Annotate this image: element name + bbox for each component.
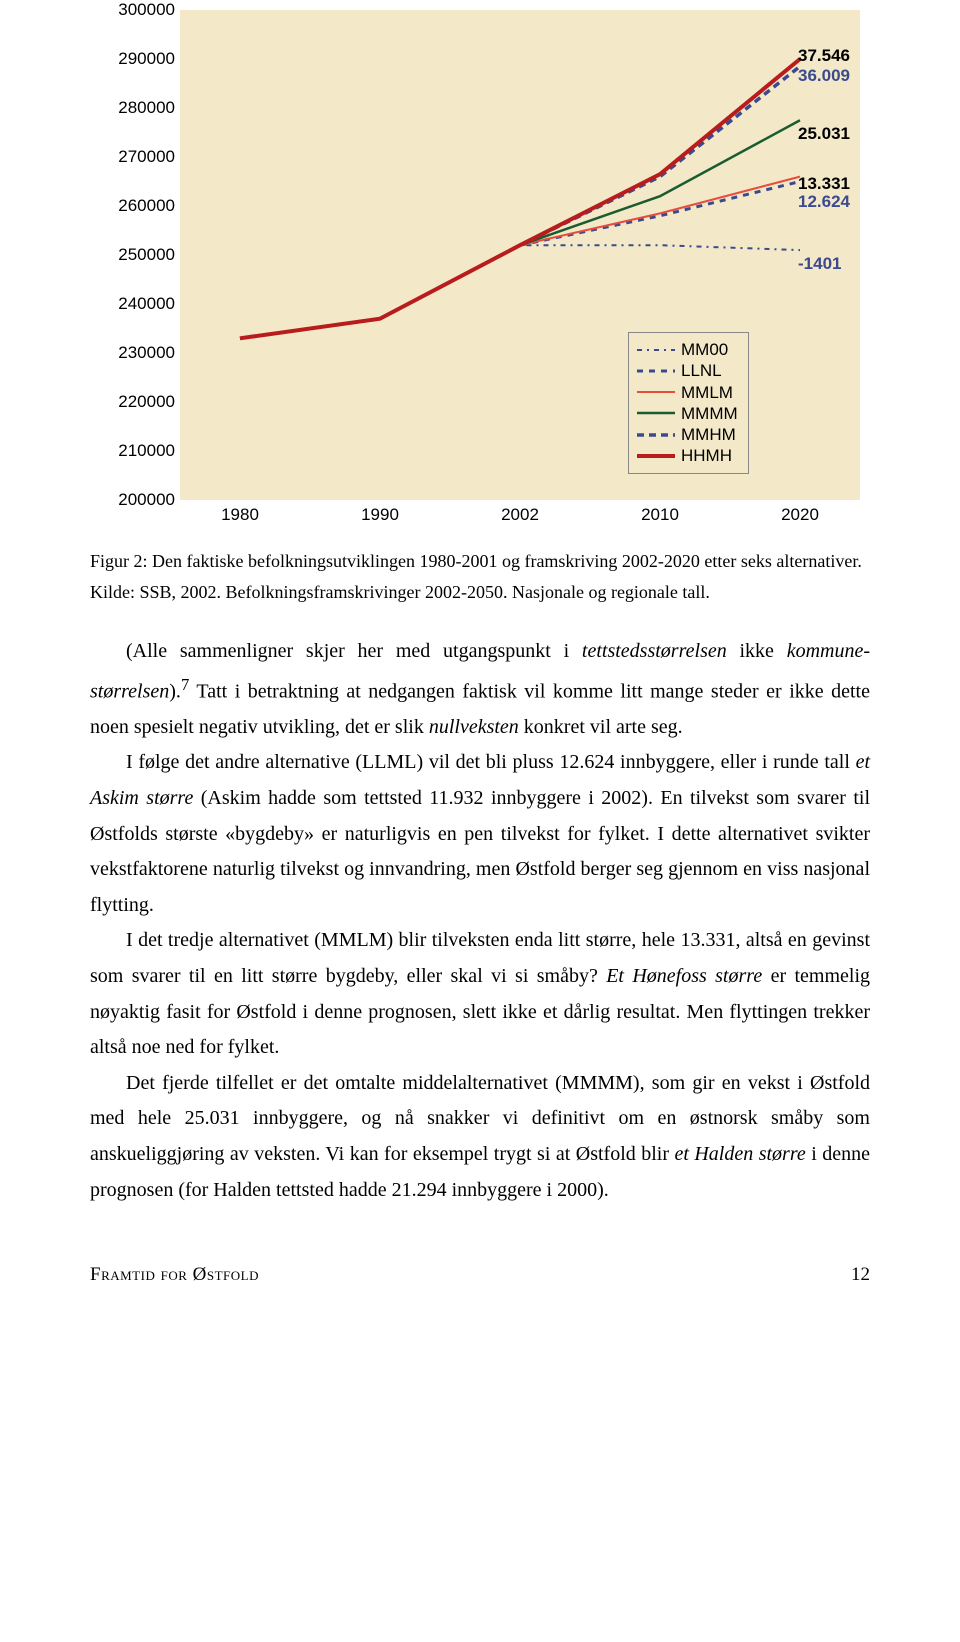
chart-svg bbox=[180, 10, 860, 500]
figure-source: Kilde: SSB, 2002. Befolkningsframskrivin… bbox=[90, 579, 870, 606]
x-axis-tick: 2002 bbox=[501, 505, 539, 525]
text: (Askim hadde som tettsted 11.932 innbygg… bbox=[90, 787, 870, 916]
y-axis-tick: 200000 bbox=[90, 490, 175, 510]
y-axis-tick: 230000 bbox=[90, 343, 175, 363]
series-LLNL bbox=[240, 182, 800, 339]
y-axis-tick: 270000 bbox=[90, 147, 175, 167]
text-italic: tettstedsstørrelsen bbox=[582, 640, 727, 662]
text: konkret vil arte seg. bbox=[519, 716, 683, 738]
series-MM00 bbox=[240, 245, 800, 338]
y-axis-tick: 290000 bbox=[90, 49, 175, 69]
series-MMMM bbox=[240, 120, 800, 338]
text: ). bbox=[169, 680, 181, 702]
figure-caption: Figur 2: Den faktiske befolkningsutvikli… bbox=[90, 548, 870, 575]
y-axis-tick: 220000 bbox=[90, 392, 175, 412]
y-axis-tick: 260000 bbox=[90, 196, 175, 216]
y-axis-tick: 280000 bbox=[90, 98, 175, 118]
text-italic: nullveksten bbox=[429, 716, 519, 738]
chart-legend: MM00LLNLMMLMMMMMMMHMHHMH bbox=[628, 332, 749, 474]
x-axis-tick: 2020 bbox=[781, 505, 819, 525]
y-axis-tick: 240000 bbox=[90, 294, 175, 314]
legend-label: MMMM bbox=[681, 403, 738, 424]
legend-item: HHMH bbox=[637, 445, 738, 466]
legend-item: MMHM bbox=[637, 424, 738, 445]
legend-label: MMLM bbox=[681, 382, 733, 403]
legend-item: LLNL bbox=[637, 360, 738, 381]
y-axis-tick: 210000 bbox=[90, 441, 175, 461]
paragraph-2: I følge det andre alternative (LLML) vil… bbox=[90, 745, 870, 923]
paragraph-1: (Alle sammenligner skjer her med utgangs… bbox=[90, 634, 870, 745]
legend-item: MM00 bbox=[637, 339, 738, 360]
population-chart: 200000 210000 220000 230000 240000 250000 2600… bbox=[90, 0, 870, 530]
text: ikke bbox=[727, 640, 787, 662]
page-footer: Framtid for Østfold 12 bbox=[90, 1264, 870, 1286]
end-label: -1401 bbox=[798, 254, 841, 274]
series-MMLM bbox=[240, 177, 800, 339]
legend-label: MMHM bbox=[681, 424, 736, 445]
x-axis-tick: 2010 bbox=[641, 505, 679, 525]
legend-label: MM00 bbox=[681, 339, 728, 360]
text: I følge det andre alternative (LLML) vil… bbox=[126, 751, 856, 773]
text: (Alle sammenligner skjer her med utgangs… bbox=[126, 640, 582, 662]
legend-item: MMLM bbox=[637, 382, 738, 403]
end-label: 12.624 bbox=[798, 192, 850, 212]
text-italic: Et Hønefoss større bbox=[606, 965, 762, 987]
y-axis-tick: 250000 bbox=[90, 245, 175, 265]
paragraph-3: I det tredje alternativet (MMLM) blir ti… bbox=[90, 923, 870, 1065]
footer-title: Framtid for Østfold bbox=[90, 1264, 259, 1286]
end-label: 37.546 bbox=[798, 46, 850, 66]
legend-label: LLNL bbox=[681, 360, 722, 381]
x-axis-tick: 1990 bbox=[361, 505, 399, 525]
y-axis-tick: 300000 bbox=[90, 0, 175, 20]
series-MMHM bbox=[240, 66, 800, 338]
legend-label: HHMH bbox=[681, 445, 732, 466]
paragraph-4: Det fjerde tilfellet er det omtalte midd… bbox=[90, 1066, 870, 1208]
end-label: 13.331 bbox=[798, 174, 850, 194]
page-number: 12 bbox=[851, 1264, 870, 1286]
body-text: (Alle sammenligner skjer her med utgangs… bbox=[90, 634, 870, 1208]
x-axis-tick: 1980 bbox=[221, 505, 259, 525]
end-label: 36.009 bbox=[798, 66, 850, 86]
end-label: 25.031 bbox=[798, 124, 850, 144]
legend-item: MMMM bbox=[637, 403, 738, 424]
text-italic: et Halden større bbox=[674, 1143, 805, 1165]
